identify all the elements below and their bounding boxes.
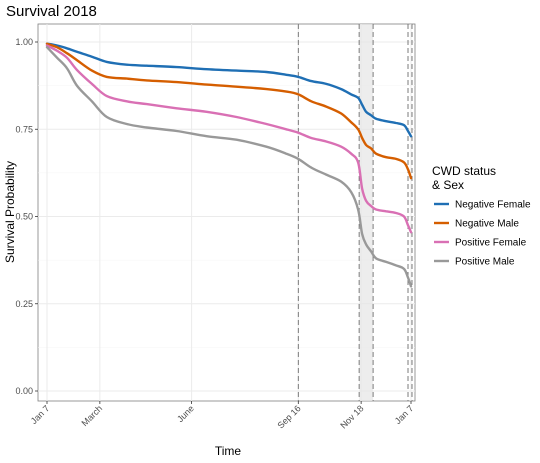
x-tick-label: Nov 18 xyxy=(338,403,365,430)
y-tick-label: 0.00 xyxy=(15,386,33,396)
x-tick-label: June xyxy=(175,403,196,424)
legend-label: Negative Male xyxy=(455,219,519,230)
x-tick-label: March xyxy=(80,403,105,428)
chart-title: Survival 2018 xyxy=(6,3,97,20)
series-line-negative-female xyxy=(45,42,413,138)
series-line-negative-male xyxy=(45,42,413,180)
y-tick-label: 0.25 xyxy=(15,299,33,309)
legend-label: Positive Female xyxy=(455,238,527,249)
x-tick-label: Sep 16 xyxy=(275,403,302,430)
legend-title-line2: & Sex xyxy=(432,178,464,192)
x-axis-ticks: Jan 7 March June Sep 16 Nov 18 Jan 7 xyxy=(29,401,416,431)
y-axis-title: Survival Probability xyxy=(3,161,17,263)
series-line-positive-male xyxy=(45,46,413,288)
y-tick-label: 0.75 xyxy=(15,124,33,134)
legend-label: Positive Male xyxy=(455,257,515,268)
legend-title-line1: CWD status xyxy=(432,164,496,178)
y-tick-label: 1.00 xyxy=(15,37,33,47)
y-tick-label: 0.50 xyxy=(15,212,33,222)
x-axis-title: Time xyxy=(215,444,242,458)
x-tick-label: Jan 7 xyxy=(29,403,52,426)
x-tick-label: Jan 7 xyxy=(393,403,416,426)
legend-label: Negative Female xyxy=(455,200,531,211)
shaded-band xyxy=(359,24,374,401)
y-axis-ticks: 0.00 0.25 0.50 0.75 1.00 xyxy=(15,37,38,396)
series-lines xyxy=(45,42,413,288)
legend: CWD status & Sex Negative Female Negative… xyxy=(432,164,531,268)
shaded-interval xyxy=(359,24,374,401)
series-line-positive-female xyxy=(45,44,413,234)
